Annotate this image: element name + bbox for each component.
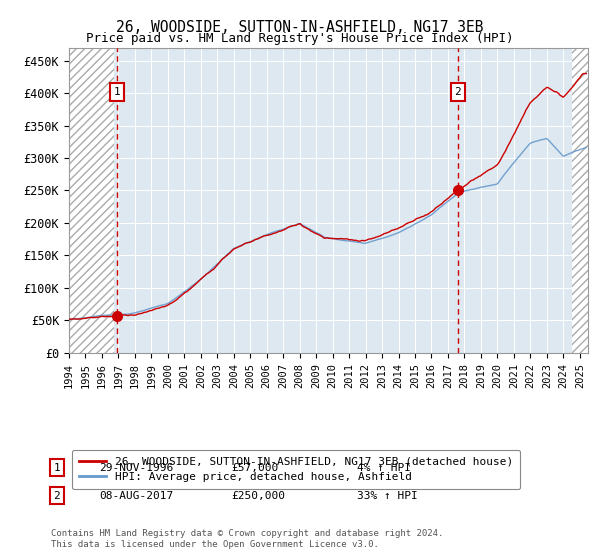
Text: 26, WOODSIDE, SUTTON-IN-ASHFIELD, NG17 3EB: 26, WOODSIDE, SUTTON-IN-ASHFIELD, NG17 3… [116, 20, 484, 35]
Text: 29-NOV-1996: 29-NOV-1996 [99, 463, 173, 473]
Text: Price paid vs. HM Land Registry's House Price Index (HPI): Price paid vs. HM Land Registry's House … [86, 32, 514, 45]
Text: 33% ↑ HPI: 33% ↑ HPI [357, 491, 418, 501]
Legend: 26, WOODSIDE, SUTTON-IN-ASHFIELD, NG17 3EB (detached house), HPI: Average price,: 26, WOODSIDE, SUTTON-IN-ASHFIELD, NG17 3… [72, 450, 520, 489]
Text: £250,000: £250,000 [231, 491, 285, 501]
Text: 4% ↑ HPI: 4% ↑ HPI [357, 463, 411, 473]
Text: 2: 2 [53, 491, 61, 501]
Text: 2: 2 [454, 87, 461, 97]
Text: 1: 1 [113, 87, 120, 97]
Text: Contains HM Land Registry data © Crown copyright and database right 2024.
This d: Contains HM Land Registry data © Crown c… [51, 529, 443, 549]
Bar [69, 48, 115, 353]
Text: £57,000: £57,000 [231, 463, 278, 473]
Bar [572, 48, 588, 353]
Text: 08-AUG-2017: 08-AUG-2017 [99, 491, 173, 501]
Text: 1: 1 [53, 463, 61, 473]
